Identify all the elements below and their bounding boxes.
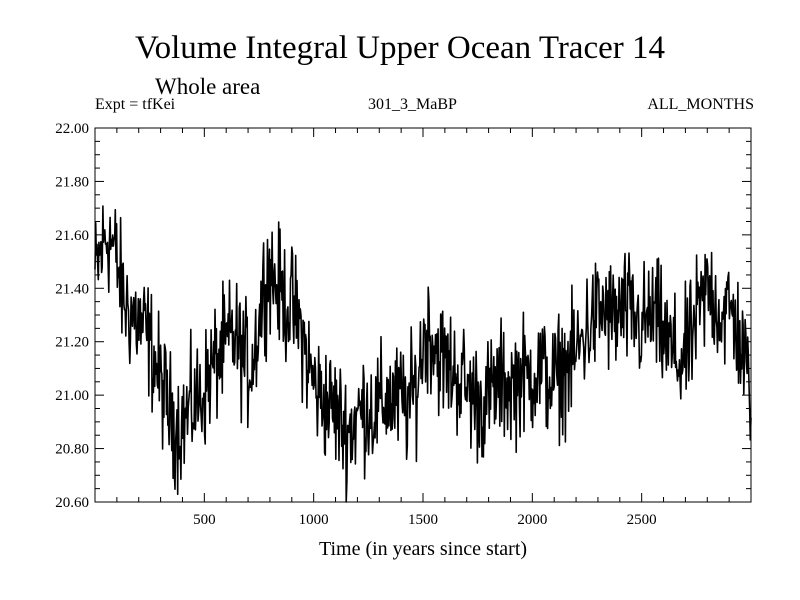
series-line	[94, 205, 752, 503]
y-tick-label: 21.80	[55, 174, 89, 190]
y-tick-label: 20.60	[55, 495, 89, 511]
y-tick-label: 21.40	[55, 281, 89, 297]
y-tick-label: 20.80	[55, 442, 89, 458]
period-label: ALL_MONTHS	[647, 96, 754, 113]
y-tick-label: 21.00	[55, 388, 89, 404]
x-tick-label: 500	[193, 512, 216, 528]
run-label: 301_3_MaBP	[368, 96, 457, 113]
y-tick-label: 21.60	[55, 228, 89, 244]
chart-title: Volume Integral Upper Ocean Tracer 14	[135, 30, 665, 66]
x-axis-title: Time (in years since start)	[319, 538, 527, 560]
x-tick-label: 1500	[408, 512, 438, 528]
experiment-label: Expt = tfKei	[95, 96, 176, 113]
x-tick-label: 1000	[299, 512, 329, 528]
y-tick-label: 22.00	[55, 121, 89, 137]
chart-subtitle: Whole area	[155, 74, 261, 99]
y-tick-labels: 20.60 20.80 21.00 21.20 21.40 21.60 21.80 22.00	[55, 121, 89, 511]
y-tick-label: 21.20	[55, 335, 89, 351]
x-tick-label: 2000	[517, 512, 547, 528]
x-tick-labels: 500 1000 1500 2000 2500	[193, 512, 657, 528]
x-tick-label: 2500	[627, 512, 657, 528]
